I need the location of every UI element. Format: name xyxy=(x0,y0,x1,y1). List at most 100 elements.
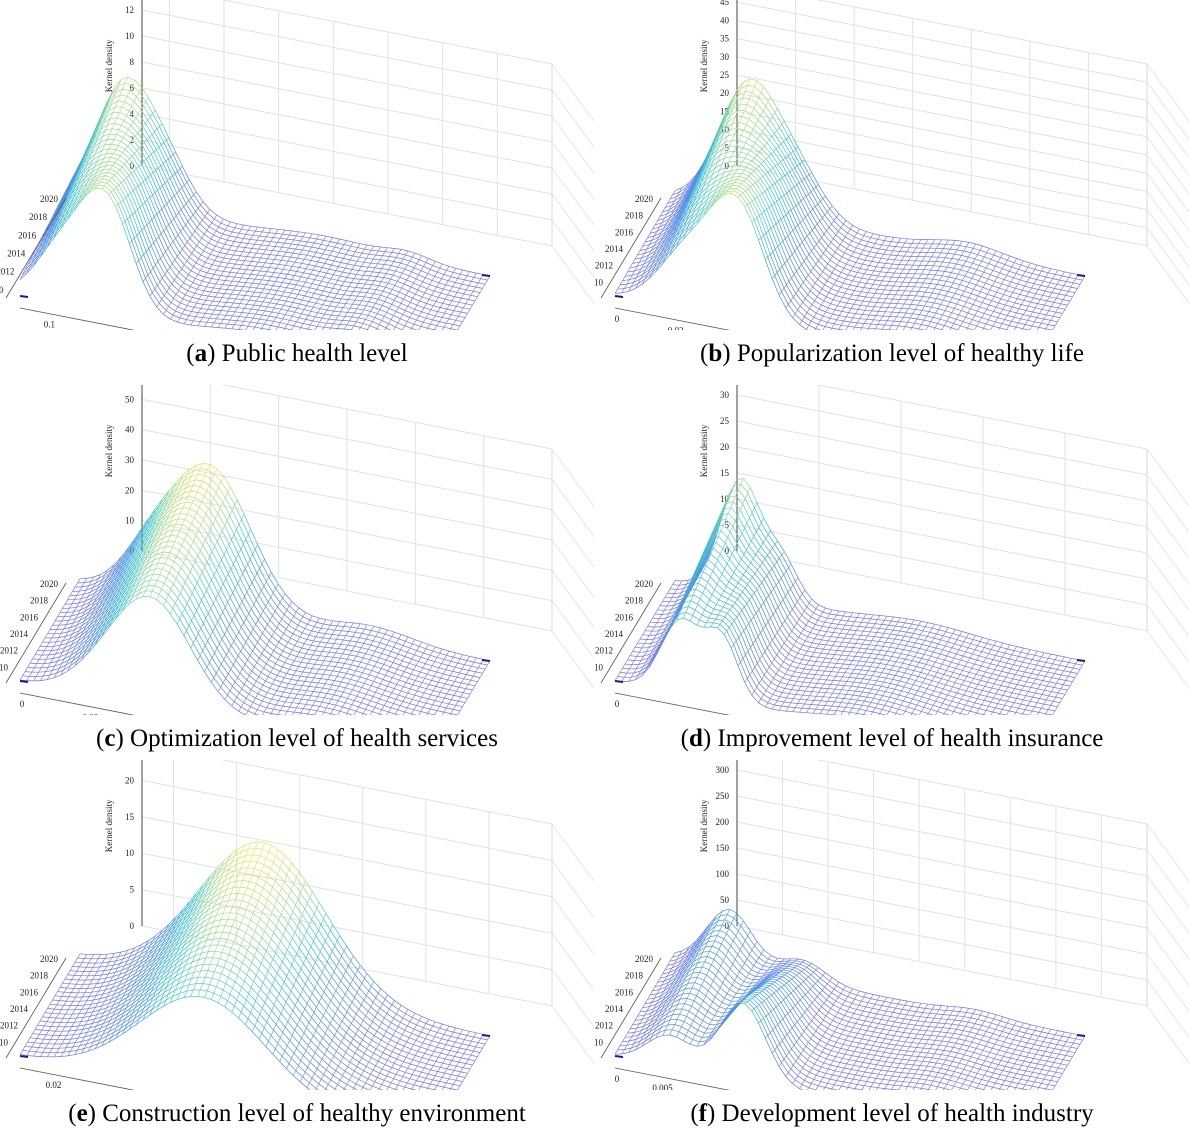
mesh-segment xyxy=(177,231,181,236)
mesh-segment xyxy=(660,251,669,261)
mesh-segment xyxy=(785,307,793,319)
mesh-segment xyxy=(823,233,832,243)
mesh-segment xyxy=(175,152,183,167)
mesh-segment xyxy=(689,194,697,205)
mesh-segment xyxy=(386,260,394,262)
mesh-segment xyxy=(639,248,647,251)
mesh-segment xyxy=(842,240,850,246)
mesh-segment xyxy=(142,179,146,182)
mesh-segment xyxy=(665,243,669,249)
mesh-segment xyxy=(152,264,156,269)
mesh-segment xyxy=(688,192,692,199)
mesh-segment xyxy=(117,94,121,101)
mesh-segment xyxy=(337,276,341,281)
mesh-segment xyxy=(179,313,183,319)
mesh-segment xyxy=(236,320,244,322)
mesh-segment xyxy=(714,129,722,142)
mesh-segment xyxy=(713,188,721,195)
mesh-segment xyxy=(238,329,246,330)
mesh-segment xyxy=(153,239,157,243)
mesh-segment xyxy=(405,250,409,256)
mesh-segment xyxy=(86,137,95,151)
mesh-segment xyxy=(405,294,413,299)
mesh-segment xyxy=(185,221,189,226)
mesh-segment xyxy=(279,286,287,289)
mesh-segment xyxy=(352,300,356,305)
mesh-segment xyxy=(108,157,112,162)
mesh-segment xyxy=(164,180,168,184)
mesh-segment xyxy=(356,257,360,262)
mesh-segment xyxy=(973,288,981,293)
mesh-segment xyxy=(740,151,748,155)
mesh-segment xyxy=(662,209,670,213)
mesh-segment xyxy=(455,267,463,271)
mesh-segment xyxy=(779,124,783,128)
mesh-segment xyxy=(637,253,645,256)
mesh-segment xyxy=(374,317,382,321)
mesh-segment xyxy=(250,321,258,324)
mesh-segment xyxy=(269,315,277,318)
mesh-segment xyxy=(397,318,401,323)
mesh-segment xyxy=(368,250,372,255)
mesh-segment xyxy=(677,199,686,209)
mesh-segment xyxy=(303,309,311,312)
z-tick-label: 15 xyxy=(720,106,730,116)
mesh-segment xyxy=(844,306,852,309)
mesh-segment xyxy=(369,288,377,291)
mesh-segment xyxy=(138,109,142,114)
mesh-segment xyxy=(672,214,680,225)
mesh-segment xyxy=(77,168,81,175)
mesh-segment xyxy=(372,321,380,325)
mesh-segment xyxy=(1053,302,1061,305)
mesh-segment xyxy=(63,212,71,223)
mesh-segment xyxy=(192,230,196,235)
mesh-segment xyxy=(662,229,671,237)
mesh-segment xyxy=(679,204,683,210)
mesh-segment xyxy=(102,178,110,181)
mesh-segment xyxy=(778,143,782,147)
mesh-segment xyxy=(267,302,271,308)
mesh-segment xyxy=(43,233,51,244)
mesh-segment xyxy=(655,244,663,252)
mesh-segment xyxy=(1028,291,1036,295)
mesh-segment xyxy=(939,318,947,322)
mesh-segment xyxy=(666,235,670,242)
mesh-segment xyxy=(213,287,221,290)
mesh-segment xyxy=(50,221,54,228)
mesh-segment xyxy=(79,191,87,200)
mesh-segment xyxy=(76,172,84,182)
mesh-segment xyxy=(706,194,715,201)
mesh-segment xyxy=(221,310,229,312)
mesh-segment xyxy=(817,279,825,286)
mesh-segment xyxy=(305,232,313,235)
mesh-segment xyxy=(362,271,366,276)
zgrid-line xyxy=(736,56,1148,138)
mesh-segment xyxy=(259,318,267,321)
mesh-segment xyxy=(1040,285,1048,288)
mesh-segment xyxy=(790,300,798,311)
mesh-segment xyxy=(646,244,650,250)
mesh-segment xyxy=(831,272,839,277)
mesh-segment xyxy=(396,291,400,297)
mesh-segment xyxy=(105,161,109,166)
mesh-segment xyxy=(367,314,375,318)
mesh-segment xyxy=(868,327,876,330)
mesh-segment xyxy=(317,308,321,313)
mesh-segment xyxy=(376,272,380,277)
mesh-segment xyxy=(647,267,655,275)
mesh-segment xyxy=(674,214,678,220)
mesh-segment xyxy=(990,274,998,278)
mesh-segment xyxy=(965,316,973,320)
mesh-segment xyxy=(849,298,857,301)
mesh-segment xyxy=(172,314,180,319)
mesh-segment xyxy=(461,297,469,300)
mesh-segment xyxy=(842,297,850,300)
mesh-segment xyxy=(98,175,106,178)
mesh-segment xyxy=(794,227,803,243)
mesh-segment xyxy=(720,119,724,126)
mesh-segment xyxy=(325,286,333,289)
mesh-segment xyxy=(877,324,885,326)
mesh-segment xyxy=(819,292,827,298)
mesh-segment xyxy=(786,284,794,298)
mesh-segment xyxy=(304,245,312,248)
